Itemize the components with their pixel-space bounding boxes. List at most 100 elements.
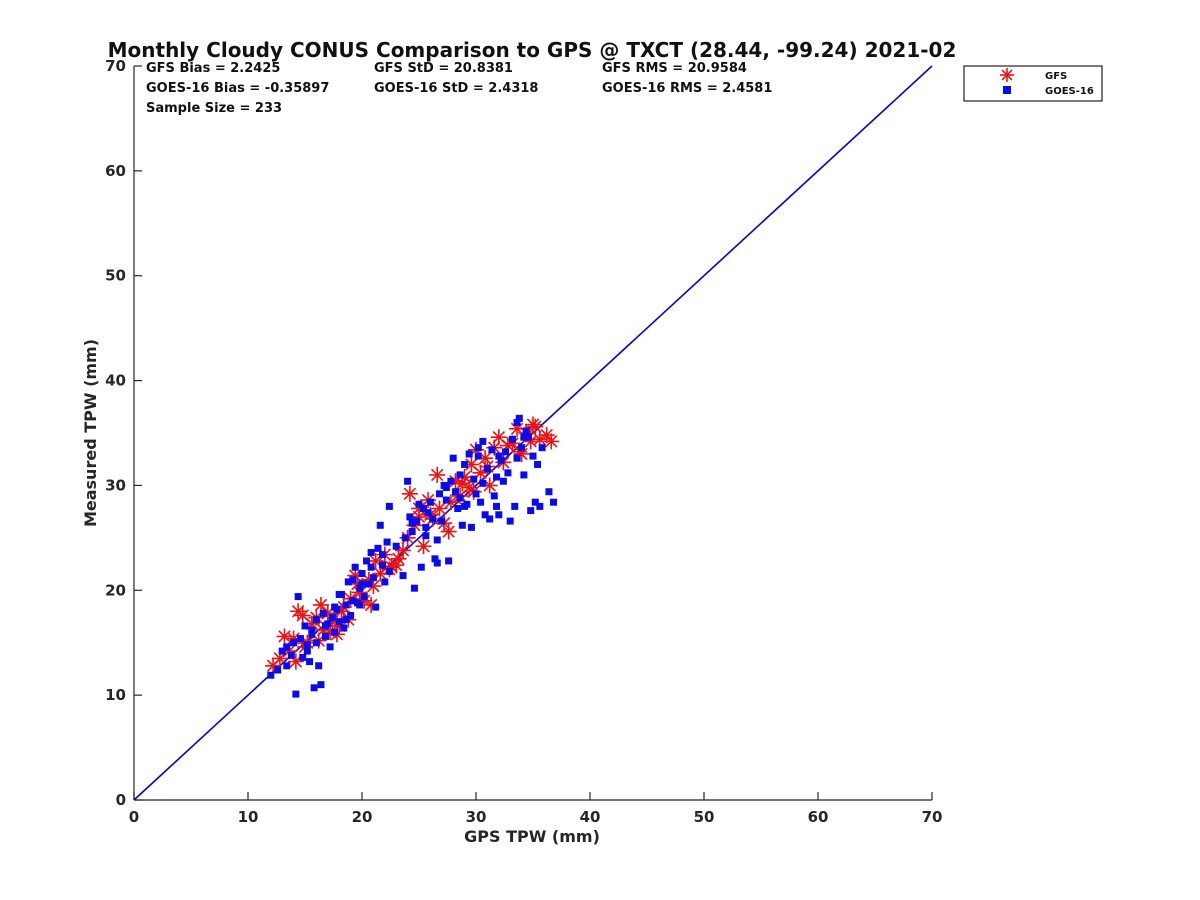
point-goes16 (328, 614, 336, 622)
point-goes16 (520, 471, 528, 479)
point-goes16 (445, 557, 453, 565)
axes: 0 10 20 30 40 50 60 70 0 10 20 30 40 50 60 70 (105, 57, 942, 826)
point-goes16 (442, 496, 450, 504)
point-goes16 (529, 452, 537, 460)
point-goes16 (317, 681, 325, 689)
point-goes16 (322, 622, 330, 630)
point-goes16 (470, 475, 478, 483)
y-tick-label: 10 (105, 686, 126, 704)
point-goes16 (424, 509, 432, 517)
point-goes16 (545, 488, 553, 496)
x-tick-label: 0 (129, 808, 139, 826)
point-goes16 (369, 574, 377, 582)
point-goes16 (379, 551, 387, 559)
point-goes16 (429, 515, 437, 523)
point-goes16 (342, 616, 350, 624)
legend-gfs-label: GFS (1045, 71, 1067, 82)
point-goes16 (490, 492, 498, 500)
point-goes16 (303, 647, 311, 655)
point-goes16 (410, 584, 418, 592)
point-goes16 (515, 414, 523, 422)
point-goes16 (497, 456, 505, 464)
point-goes16 (358, 580, 366, 588)
point-goes16 (335, 590, 343, 598)
point-goes16 (486, 515, 494, 523)
point-goes16 (326, 643, 334, 651)
point-gfs (431, 500, 448, 517)
point-goes16 (349, 576, 357, 584)
point-goes16 (433, 559, 441, 567)
y-tick-label: 60 (105, 162, 126, 180)
point-goes16 (340, 624, 348, 632)
point-goes16 (376, 521, 384, 529)
point-goes16 (458, 521, 466, 529)
point-goes16 (408, 519, 416, 527)
point-goes16 (467, 523, 475, 531)
point-goes16 (479, 437, 487, 445)
stat-goes-rms: GOES-16 RMS = 2.4581 (602, 81, 772, 96)
legend: GFS GOES-16 (963, 65, 1103, 102)
point-goes16 (433, 536, 441, 544)
point-goes16 (331, 603, 339, 611)
point-goes16 (358, 570, 366, 578)
chart-title: Monthly Cloudy CONUS Comparison to GPS @… (108, 38, 957, 62)
point-goes16 (283, 662, 291, 670)
point-goes16 (481, 511, 489, 519)
point-goes16 (456, 471, 464, 479)
point-goes16 (267, 671, 275, 679)
stat-gfs-bias: GFS Bias = 2.2425 (146, 61, 280, 76)
point-goes16 (392, 542, 400, 550)
point-goes16 (449, 454, 457, 462)
point-goes16 (356, 584, 364, 592)
point-goes16 (303, 641, 311, 649)
point-gfs (454, 475, 471, 492)
point-goes16 (495, 511, 503, 519)
stat-gfs-std: GFS StD = 20.8381 (374, 61, 513, 76)
point-goes16 (331, 628, 339, 636)
point-goes16 (342, 601, 350, 609)
point-goes16 (379, 561, 387, 569)
point-goes16 (349, 597, 357, 605)
point-goes16 (319, 609, 327, 617)
point-goes16 (310, 684, 318, 692)
point-goes16 (477, 498, 485, 506)
point-goes16 (513, 454, 521, 462)
point-goes16 (383, 538, 391, 546)
point-goes16 (531, 498, 539, 506)
point-goes16 (399, 572, 407, 580)
point-goes16 (347, 611, 355, 619)
stat-goes-std: GOES-16 StD = 2.4318 (374, 81, 538, 96)
point-goes16 (367, 563, 375, 571)
point-goes16 (474, 444, 482, 452)
point-goes16 (374, 544, 382, 552)
point-gfs (415, 538, 432, 555)
point-goes16 (461, 502, 469, 510)
point-goes16 (404, 477, 412, 485)
point-goes16 (287, 651, 295, 659)
x-tick-label: 20 (352, 808, 373, 826)
x-tick-label: 60 (808, 808, 829, 826)
point-goes16 (502, 448, 510, 456)
point-goes16 (504, 469, 512, 477)
y-tick-label: 70 (105, 57, 126, 75)
point-goes16 (381, 578, 389, 586)
point-goes16 (499, 477, 507, 485)
legend-gfs-marker (1000, 68, 1014, 82)
y-tick-label: 20 (105, 581, 126, 599)
point-goes16 (294, 593, 302, 601)
point-goes16 (461, 460, 469, 468)
y-tick-label: 50 (105, 267, 126, 285)
point-goes16 (550, 498, 558, 506)
point-goes16 (483, 465, 491, 473)
point-goes16 (536, 502, 544, 510)
point-goes16 (372, 603, 380, 611)
point-goes16 (436, 490, 444, 498)
point-goes16 (520, 433, 528, 441)
point-goes16 (456, 494, 464, 502)
stat-gfs-rms: GFS RMS = 20.9584 (602, 61, 747, 76)
point-goes16 (508, 435, 516, 443)
point-goes16 (301, 622, 309, 630)
point-goes16 (422, 532, 430, 540)
point-gfs (401, 485, 418, 502)
